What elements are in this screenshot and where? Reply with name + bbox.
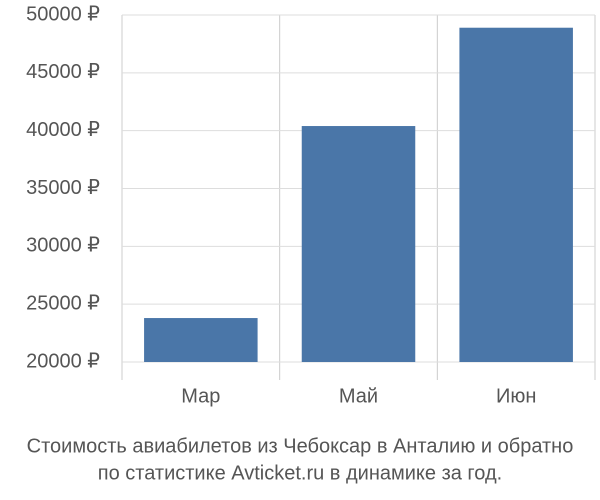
x-tick-label: Мар — [181, 385, 220, 407]
y-tick-label: 20000 ₽ — [26, 350, 100, 372]
y-tick-label: 45000 ₽ — [26, 61, 100, 83]
bar — [301, 126, 416, 362]
y-tick-label: 25000 ₽ — [26, 292, 100, 314]
bar — [459, 27, 573, 363]
chart-title: Стоимость авиабилетов из Чебоксар в Анта… — [27, 435, 574, 457]
bar — [144, 318, 258, 362]
x-tick-label: Май — [339, 385, 378, 407]
y-tick-label: 35000 ₽ — [26, 177, 100, 199]
y-tick-label: 40000 ₽ — [26, 119, 100, 141]
y-tick-label: 30000 ₽ — [26, 235, 100, 257]
x-tick-label: Июн — [496, 385, 536, 407]
chart-title: по статистике Avticket.ru в динамике за … — [98, 462, 502, 484]
y-tick-label: 50000 ₽ — [26, 3, 100, 25]
